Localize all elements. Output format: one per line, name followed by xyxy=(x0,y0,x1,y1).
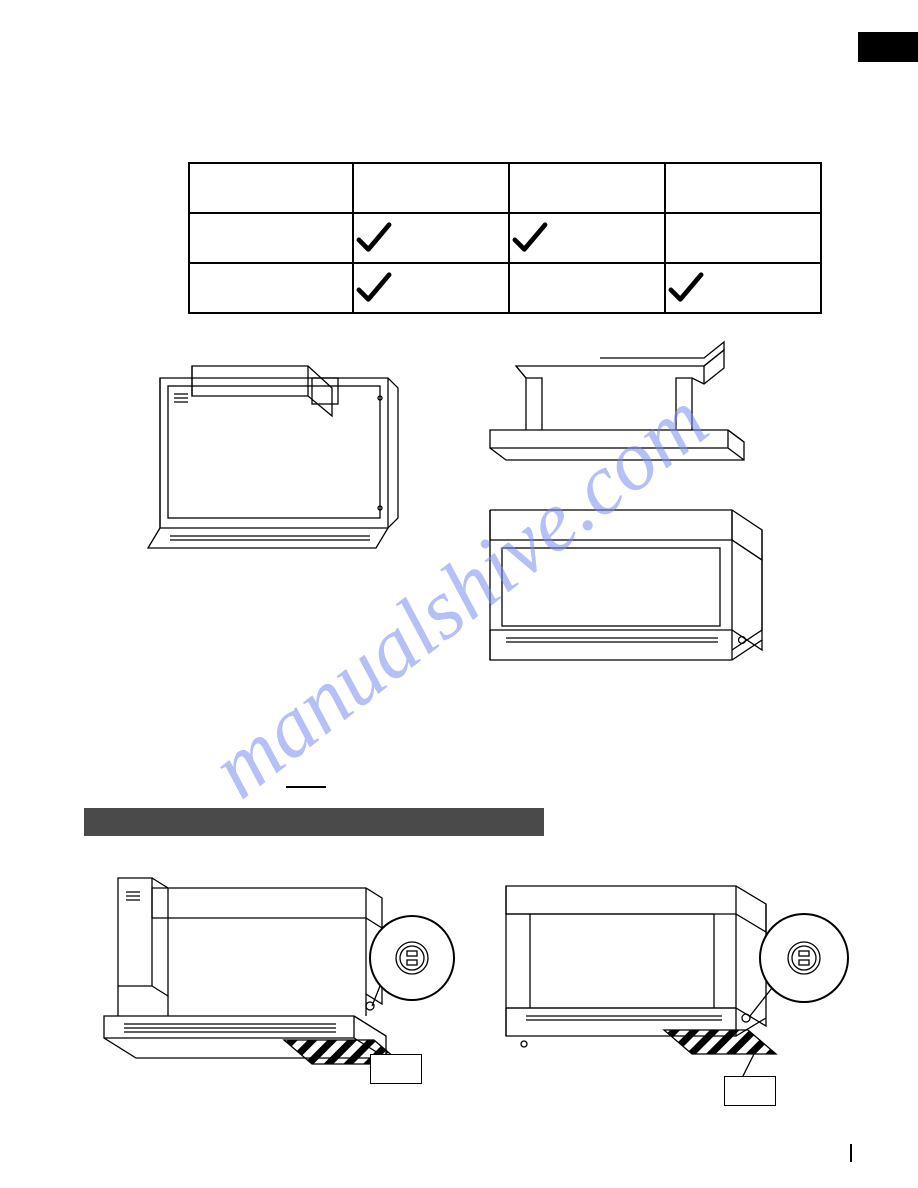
r2c1 xyxy=(353,263,509,313)
r2c3 xyxy=(665,263,821,313)
r1c3 xyxy=(665,213,821,263)
figure-hearth-right xyxy=(486,858,866,1138)
th-0 xyxy=(189,163,353,213)
check-icon xyxy=(355,271,393,305)
th-1 xyxy=(353,163,509,213)
r2-label xyxy=(189,263,353,313)
compat-table xyxy=(188,162,822,314)
page-number xyxy=(850,1144,858,1162)
th-3 xyxy=(665,163,821,213)
figure-3sided xyxy=(470,480,780,680)
figure-insert-hood xyxy=(130,338,420,568)
short-rule xyxy=(286,786,326,788)
label-box-left xyxy=(370,1054,422,1084)
section-bar xyxy=(84,808,544,836)
corner-tab xyxy=(858,32,918,62)
r1c2 xyxy=(509,213,665,263)
check-icon xyxy=(355,221,393,255)
figure-hearth-left xyxy=(74,858,474,1118)
r1-label xyxy=(189,213,353,263)
figure-bracket xyxy=(480,320,760,470)
r2c2 xyxy=(509,263,665,313)
check-icon xyxy=(511,221,549,255)
label-box-right xyxy=(724,1076,776,1106)
r1c1 xyxy=(353,213,509,263)
th-2 xyxy=(509,163,665,213)
check-icon xyxy=(667,271,705,305)
